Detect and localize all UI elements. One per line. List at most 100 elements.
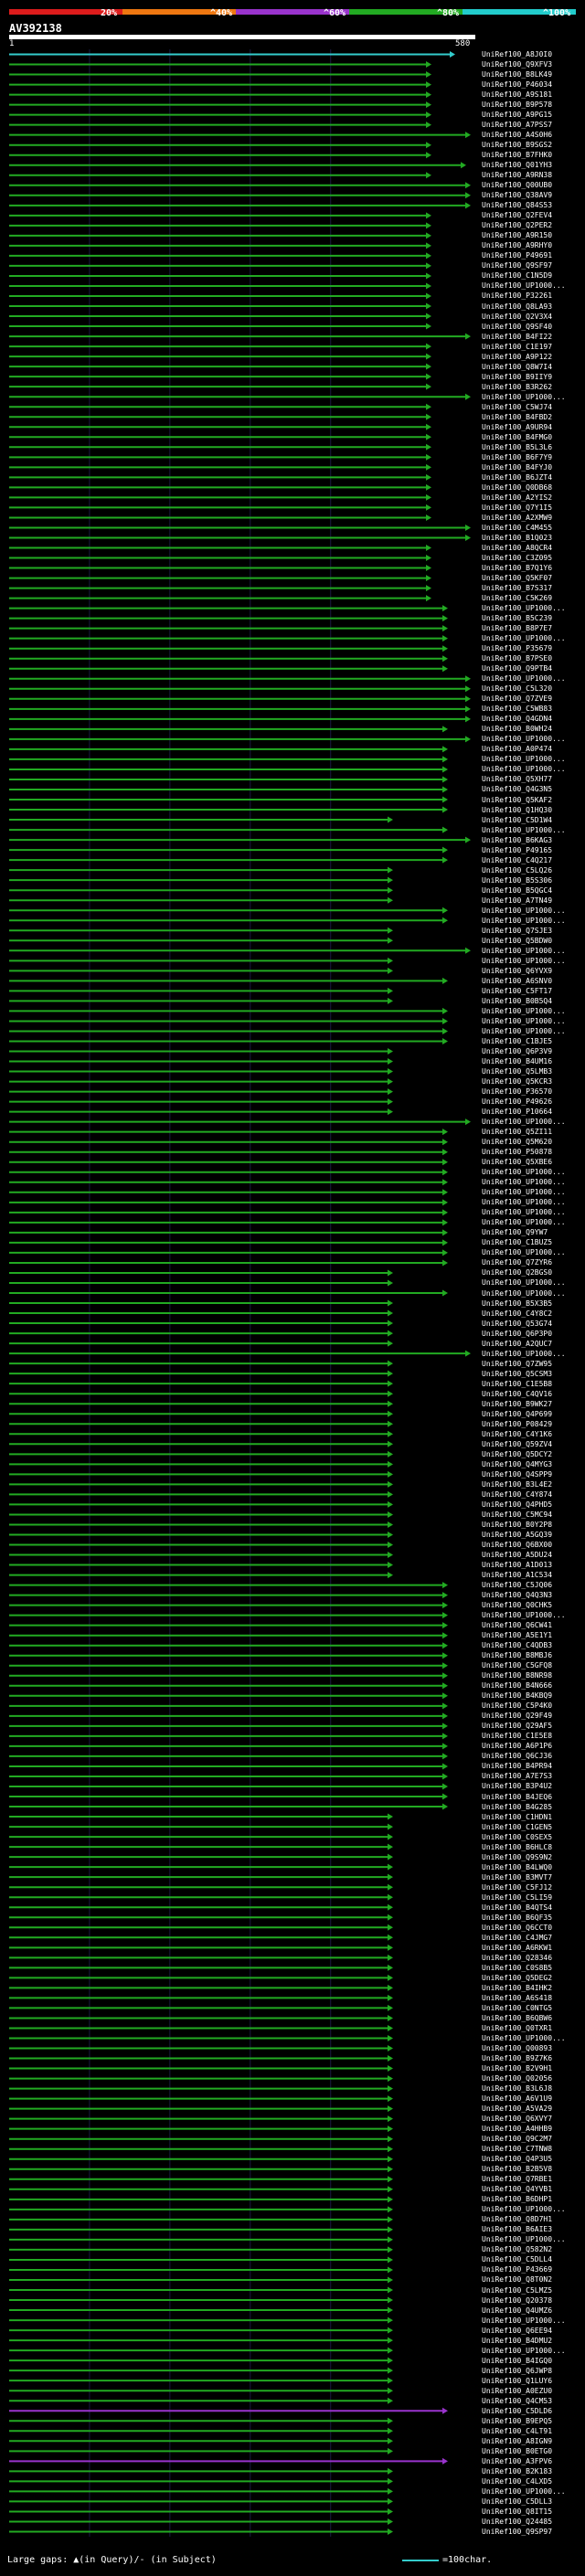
hit-bar[interactable] [9, 1773, 448, 1780]
hit-bar[interactable] [9, 81, 431, 89]
hit-bar[interactable] [9, 453, 431, 461]
hit-bar[interactable] [9, 463, 431, 471]
hit-bar[interactable] [9, 1360, 393, 1367]
hit-label[interactable]: UniRef100_Q8LA93 [482, 302, 553, 311]
hit-label[interactable]: UniRef100_Q6CW41 [482, 1621, 553, 1630]
hit-label[interactable]: UniRef100_Q20378 [482, 2295, 553, 2305]
hit-bar[interactable] [9, 1853, 393, 1860]
hit-label[interactable]: UniRef100_Q7ZVE9 [482, 694, 553, 704]
hit-label[interactable]: UniRef100_Q5CSM3 [482, 1369, 553, 1378]
hit-label[interactable]: UniRef100_C4Y874 [482, 1489, 553, 1499]
hit-label[interactable]: UniRef100_Q4CM53 [482, 2396, 553, 2405]
hit-bar[interactable] [9, 1511, 393, 1518]
hit-bar[interactable] [9, 575, 431, 582]
hit-label[interactable]: UniRef100_B6F7Y9 [482, 452, 553, 461]
hit-label[interactable]: UniRef100_B3R262 [482, 382, 553, 391]
hit-bar[interactable] [9, 906, 448, 914]
hit-bar[interactable] [9, 2467, 393, 2475]
hit-label[interactable]: UniRef100_B5S306 [482, 875, 553, 885]
hit-bar[interactable] [9, 1350, 471, 1357]
hit-label[interactable]: UniRef100_C1BJE5 [482, 1036, 553, 1045]
hit-label[interactable]: UniRef100_C5FJ12 [482, 1882, 553, 1892]
hit-bar[interactable] [9, 1088, 393, 1096]
hit-bar[interactable] [9, 1259, 448, 1267]
hit-bar[interactable] [9, 483, 431, 491]
hit-bar[interactable] [9, 2266, 393, 2274]
hit-label[interactable]: UniRef100_B7PSE0 [482, 654, 553, 663]
hit-label[interactable]: UniRef100_UP1000... [482, 956, 566, 965]
hit-label[interactable]: UniRef100_Q6BX00 [482, 1541, 553, 1549]
hit-bar[interactable] [9, 1249, 448, 1256]
hit-bar[interactable] [9, 1893, 393, 1901]
hit-label[interactable]: UniRef100_C5P4K0 [482, 1701, 553, 1711]
hit-bar[interactable] [9, 917, 448, 924]
hit-bar[interactable] [9, 1662, 448, 1670]
hit-bar[interactable] [9, 1572, 393, 1579]
hit-bar[interactable] [9, 786, 448, 793]
hit-bar[interactable] [9, 423, 431, 430]
hit-bar[interactable] [9, 2105, 393, 2113]
hit-label[interactable]: UniRef100_P49165 [482, 845, 553, 854]
hit-bar[interactable] [9, 796, 448, 803]
hit-label[interactable]: UniRef100_C1GEN5 [482, 1822, 553, 1831]
hit-bar[interactable] [9, 353, 431, 360]
hit-bar[interactable] [9, 262, 431, 270]
hit-bar[interactable] [9, 685, 471, 693]
hit-bar[interactable] [9, 1672, 448, 1680]
hit-label[interactable]: UniRef100_C0S8B5 [482, 1963, 553, 1972]
hit-bar[interactable] [9, 1189, 448, 1196]
hit-label[interactable]: UniRef100_Q9YW7 [482, 1228, 548, 1237]
hit-bar[interactable] [9, 1823, 393, 1830]
hit-label[interactable]: UniRef100_A8J0I0 [482, 50, 553, 58]
hit-bar[interactable] [9, 957, 393, 964]
hit-bar[interactable] [9, 1833, 393, 1840]
hit-label[interactable]: UniRef100_B4JEQ6 [482, 1792, 553, 1801]
hit-bar[interactable] [9, 1743, 448, 1750]
hit-bar[interactable] [9, 2427, 393, 2434]
hit-label[interactable]: UniRef100_Q1HQ30 [482, 805, 553, 814]
hit-label[interactable]: UniRef100_Q00893 [482, 2044, 553, 2053]
hit-label[interactable]: UniRef100_B9SGS2 [482, 141, 553, 150]
hit-bar[interactable] [9, 1712, 448, 1720]
hit-label[interactable]: UniRef100_B2K183 [482, 2466, 553, 2475]
hit-bar[interactable] [9, 2447, 393, 2454]
hit-bar[interactable] [9, 605, 448, 612]
hit-bar[interactable] [9, 1299, 393, 1307]
hit-bar[interactable] [9, 383, 431, 390]
hit-label[interactable]: UniRef100_Q4Q3N3 [482, 1591, 553, 1600]
hit-bar[interactable] [9, 91, 431, 99]
hit-label[interactable]: UniRef100_C4LT91 [482, 2426, 553, 2435]
hit-label[interactable]: UniRef100_UP1000... [482, 765, 566, 774]
hit-label[interactable]: UniRef100_UP1000... [482, 1168, 566, 1177]
hit-bar[interactable] [9, 2276, 393, 2284]
hit-label[interactable]: UniRef100_B5X3B5 [482, 1299, 553, 1308]
hit-bar[interactable] [9, 2347, 393, 2354]
hit-label[interactable]: UniRef100_C1N5D9 [482, 271, 553, 281]
hit-bar[interactable] [9, 2206, 393, 2213]
hit-bar[interactable] [9, 2166, 393, 2173]
hit-label[interactable]: UniRef100_B4IGQ0 [482, 2356, 553, 2365]
hit-bar[interactable] [9, 1279, 393, 1287]
hit-label[interactable]: UniRef100_Q8W7I4 [482, 362, 553, 371]
hit-label[interactable]: UniRef100_Q2BGS0 [482, 1268, 553, 1277]
hit-label[interactable]: UniRef100_A5VA29 [482, 2104, 553, 2114]
hit-bar[interactable] [9, 826, 448, 833]
hit-bar[interactable] [9, 1984, 393, 1991]
hit-label[interactable]: UniRef100_Q4MYG3 [482, 1459, 553, 1468]
hit-label[interactable]: UniRef100_B1Q023 [482, 533, 553, 542]
hit-label[interactable]: UniRef100_B9EPQ5 [482, 2416, 553, 2425]
hit-bar[interactable] [9, 252, 431, 260]
hit-label[interactable]: UniRef100_C5K269 [482, 594, 553, 603]
hit-label[interactable]: UniRef100_Q4GDN4 [482, 715, 553, 724]
hit-label[interactable]: UniRef100_B4IHK2 [482, 1983, 553, 1992]
hit-bar[interactable] [9, 2417, 393, 2424]
hit-bar[interactable] [9, 1964, 393, 1971]
hit-label[interactable]: UniRef100_Q582N2 [482, 2245, 553, 2254]
hit-label[interactable]: UniRef100_A0P474 [482, 745, 553, 754]
hit-bar[interactable] [9, 2045, 393, 2052]
hit-bar[interactable] [9, 1390, 393, 1397]
hit-bar[interactable] [9, 172, 431, 179]
hit-bar[interactable] [9, 363, 431, 370]
hit-bar[interactable] [9, 1400, 393, 1407]
hit-label[interactable]: UniRef100_UP1000... [482, 2316, 566, 2325]
